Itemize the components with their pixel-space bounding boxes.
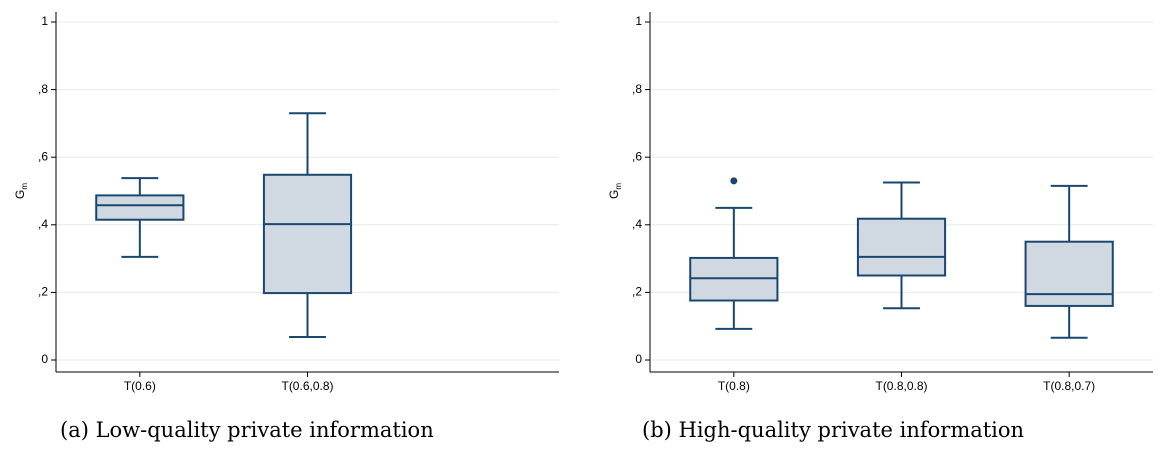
y-tick-label: ,8 xyxy=(632,82,642,96)
y-tick-label: ,4 xyxy=(38,217,48,231)
caption-b: (b) High-quality private information xyxy=(642,418,1025,442)
y-tick-label: ,2 xyxy=(38,285,48,299)
x-tick-label: T(0.6,0.8) xyxy=(281,379,333,393)
x-tick-label: T(0.8) xyxy=(718,379,750,393)
y-tick-label: ,4 xyxy=(632,217,642,231)
panel-a: 0 ,2 ,4 ,6 ,8 1 Gm T(0.6) T(0.6,0.8) (a) Low-qua… xyxy=(6,0,566,459)
y-tick-label: 0 xyxy=(635,352,642,366)
box-t-0-6- xyxy=(95,177,185,258)
iqr-box xyxy=(1024,240,1114,307)
y-tick-label: ,2 xyxy=(632,285,642,299)
box-t-0-8- xyxy=(689,177,779,330)
x-tick-label: T(0.8,0.7) xyxy=(1043,379,1095,393)
x-tick-label: T(0.8,0.8) xyxy=(875,379,927,393)
y-tick-label: 0 xyxy=(41,352,48,366)
panel-b: 0 ,2 ,4 ,6 ,8 1 Gm T(0.8) T(0.8,0.8) T(0.8,0.7) (… xyxy=(600,0,1160,459)
box-t-0-6-0-8- xyxy=(262,112,353,339)
x-tick-label: T(0.6) xyxy=(124,379,156,393)
box-plot-b: 0 ,2 ,4 ,6 ,8 1 Gm T(0.8) T(0.8,0.8) T(0.8,0.7) xyxy=(607,12,1153,393)
y-axis-label: Gm xyxy=(13,183,29,199)
y-tick-label: ,6 xyxy=(38,149,48,163)
y-tick-label: ,8 xyxy=(38,82,48,96)
box-plot-a: 0 ,2 ,4 ,6 ,8 1 Gm T(0.6) T(0.6,0.8) xyxy=(13,12,559,393)
iqr-box xyxy=(689,256,779,302)
outlier-point xyxy=(730,177,738,185)
box-t-0-8-0-8- xyxy=(856,181,947,310)
iqr-box xyxy=(95,194,185,221)
y-axis-label: Gm xyxy=(607,183,623,199)
iqr-box xyxy=(262,173,353,295)
y-tick-label: 1 xyxy=(635,14,642,28)
y-tick-label: 1 xyxy=(41,14,48,28)
caption-a: (a) Low-quality private information xyxy=(60,418,434,442)
box-t-0-8-0-7- xyxy=(1024,184,1114,339)
iqr-box xyxy=(856,217,947,277)
y-tick-label: ,6 xyxy=(632,149,642,163)
